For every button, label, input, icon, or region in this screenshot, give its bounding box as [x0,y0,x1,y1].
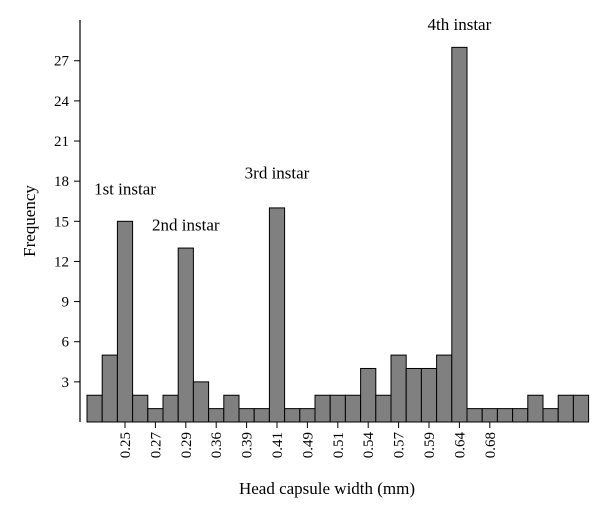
y-tick-label: 15 [54,214,69,230]
histogram-bar [436,354,453,423]
x-tick-label: 0.49 [300,432,316,458]
histogram-bar [390,354,407,423]
x-tick-label: 0.68 [483,432,499,458]
y-tick-label: 24 [54,94,70,110]
y-tick-label: 12 [54,254,69,270]
histogram-bar [284,408,301,423]
y-tick-label: 21 [54,134,69,150]
x-tick-label: 0.54 [361,432,377,459]
histogram-bar [572,394,590,423]
x-tick-label: 0.64 [452,432,468,459]
histogram-bar [192,381,210,423]
x-axis-label: Head capsule width (mm) [239,479,415,498]
histogram-bar [420,367,438,423]
histogram-bar [360,367,377,423]
histogram-bar [268,207,286,423]
histogram-bar [542,408,559,423]
histogram-bar [451,46,468,423]
x-tick-label: 0.57 [392,432,408,459]
y-tick-label: 3 [62,375,70,391]
x-tick-label: 0.27 [148,432,164,459]
x-tick-label: 0.41 [270,432,286,458]
annotations-layer: 1st instar 2nd instar 3rd instar 4th instar [94,15,492,235]
histogram-bar [344,394,362,423]
histogram-bar [253,408,270,423]
x-ticks-layer: 0.25 0.27 0.29 0.36 0.39 0.41 0.49 0.51 0.54 0.57… [118,422,499,458]
histogram-bar [481,408,498,423]
histogram-bar [223,394,240,423]
histogram-bar [147,408,164,423]
histogram-bar [132,394,149,423]
histogram-bar [238,408,255,423]
histogram-bar [177,247,194,423]
y-tick-label: 9 [62,295,70,311]
y-tick-label: 27 [54,54,70,70]
histogram-bar [314,394,331,423]
y-axis-label: Frequency [20,185,39,257]
histogram-bar [496,408,514,423]
histogram-bar [512,408,529,423]
y-tick-label: 18 [54,174,69,190]
histogram-bar [405,367,422,423]
y-ticks-layer: 3 6 9 12 15 18 21 24 27 [54,54,80,391]
histogram-bar [299,408,316,423]
bars-layer [86,46,590,423]
x-tick-label: 0.59 [422,432,438,458]
instar-annotation: 2nd instar [152,216,220,235]
y-tick-label: 6 [62,335,70,351]
histogram-bar [329,394,346,423]
histogram-bar [101,354,118,423]
histogram-bar [557,394,574,423]
x-tick-label: 0.36 [209,432,225,459]
x-tick-label: 0.51 [331,432,347,458]
x-tick-label: 0.25 [118,432,134,458]
x-tick-label: 0.39 [240,432,256,458]
x-tick-label: 0.29 [179,432,195,458]
histogram-bar [208,408,225,423]
histogram-bar [527,394,544,423]
histogram-bar [116,220,134,423]
histogram-bar [86,394,103,423]
instar-annotation: 1st instar [94,180,156,199]
histogram-bar [466,408,483,423]
instar-annotation: 4th instar [428,15,492,34]
histogram-bar [162,394,179,423]
histogram-bar [375,394,392,423]
instar-annotation: 3rd instar [245,163,310,182]
